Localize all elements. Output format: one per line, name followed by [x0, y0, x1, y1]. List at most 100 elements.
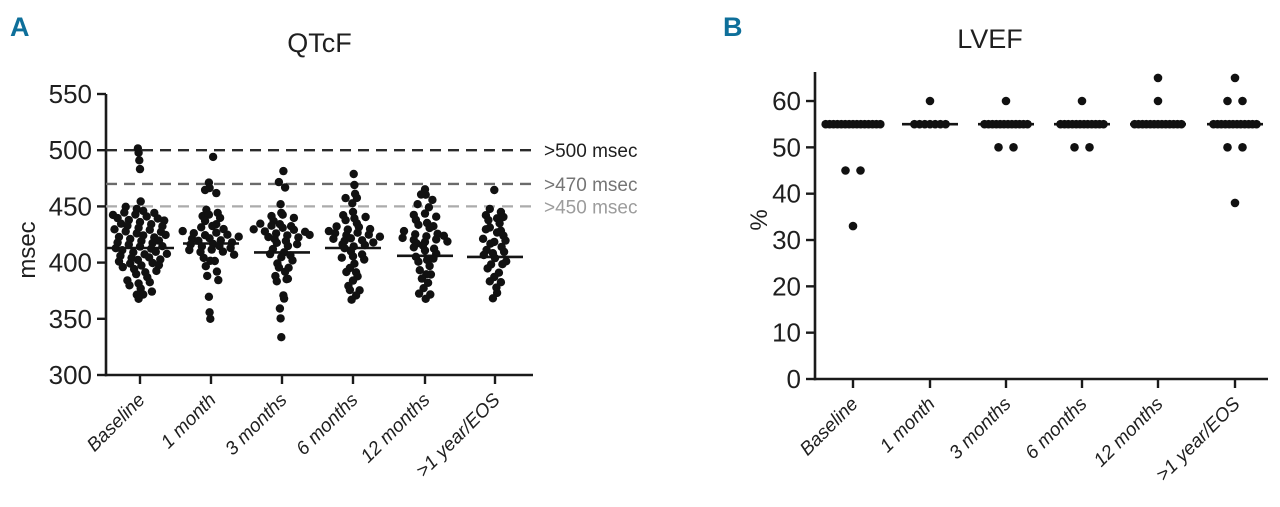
data-point — [124, 240, 133, 249]
data-point — [490, 185, 499, 195]
x-category-label: Baseline — [796, 394, 862, 460]
data-point — [249, 225, 258, 234]
data-point — [329, 234, 338, 243]
y-tick-label: 50 — [772, 132, 801, 162]
data-point — [414, 257, 423, 266]
data-point — [111, 244, 121, 253]
panel-b-letter: B — [723, 12, 743, 42]
data-point — [345, 285, 355, 295]
data-point — [134, 148, 143, 157]
data-point — [153, 214, 162, 223]
data-point — [212, 228, 221, 237]
data-point — [292, 240, 302, 249]
data-point — [185, 245, 194, 255]
data-point — [398, 233, 407, 243]
data-point — [348, 207, 358, 217]
data-point — [350, 180, 359, 190]
data-point — [1252, 119, 1261, 129]
data-point — [348, 199, 357, 208]
data-point — [501, 236, 510, 245]
data-point — [856, 166, 865, 175]
data-point — [925, 96, 935, 106]
data-point — [151, 247, 160, 256]
data-point — [294, 233, 303, 242]
data-point — [145, 278, 154, 287]
panel-b-y-axis-label: % — [746, 209, 773, 231]
data-point — [488, 294, 498, 303]
data-point — [486, 239, 495, 248]
data-point — [135, 156, 144, 165]
data-point — [134, 294, 143, 303]
data-point — [485, 277, 494, 286]
data-point — [223, 230, 232, 239]
data-point — [204, 210, 214, 219]
data-point — [121, 227, 130, 236]
y-tick-label: 30 — [772, 225, 801, 255]
data-point — [414, 220, 423, 229]
y-tick-label: 40 — [772, 179, 801, 209]
x-category-label: 1 month — [157, 390, 220, 453]
data-point — [279, 166, 288, 176]
data-point — [278, 223, 287, 232]
data-point — [443, 237, 452, 246]
data-point — [347, 295, 356, 304]
data-point — [346, 234, 356, 243]
data-point — [369, 238, 378, 247]
data-point — [364, 230, 373, 239]
data-point — [409, 243, 418, 252]
data-point — [1153, 96, 1163, 106]
data-point — [120, 208, 129, 217]
data-point — [256, 219, 265, 228]
data-point — [280, 183, 290, 192]
data-point — [208, 221, 217, 231]
data-point — [279, 294, 289, 303]
data-point — [414, 289, 424, 298]
threshold-label: >500 msec — [544, 141, 637, 162]
data-point — [208, 152, 218, 162]
data-point — [178, 226, 187, 236]
data-point — [200, 185, 210, 195]
data-point — [341, 193, 350, 203]
data-point — [283, 274, 293, 283]
y-tick-label: 20 — [772, 271, 801, 301]
y-tick-label: 500 — [49, 135, 92, 165]
data-point — [272, 238, 281, 247]
data-point — [234, 232, 243, 241]
data-point — [214, 275, 223, 285]
data-point — [116, 219, 126, 228]
data-point — [1001, 96, 1011, 106]
data-point — [429, 254, 438, 263]
data-point — [1177, 119, 1186, 129]
data-point — [1023, 119, 1032, 129]
data-point — [197, 223, 206, 232]
data-point — [479, 250, 488, 260]
data-point — [110, 225, 119, 234]
data-point — [288, 256, 297, 265]
data-point — [342, 267, 351, 277]
data-point — [375, 232, 385, 241]
y-tick-label: 550 — [49, 79, 92, 109]
panel-a-y-axis-label: msec — [14, 221, 41, 279]
data-point — [415, 266, 424, 275]
data-point — [212, 267, 222, 276]
data-point — [278, 210, 287, 219]
data-point — [265, 249, 275, 259]
data-point — [340, 244, 349, 253]
x-category-label: 12 months — [1090, 393, 1168, 471]
data-point — [417, 274, 427, 283]
data-point — [353, 228, 362, 237]
x-category-label: 6 months — [1021, 393, 1091, 463]
data-point — [145, 225, 154, 234]
data-point — [848, 221, 858, 231]
data-point — [876, 119, 885, 129]
data-point — [332, 222, 341, 231]
data-point — [218, 247, 228, 256]
data-point — [941, 119, 950, 129]
data-point — [152, 266, 161, 276]
data-point — [413, 200, 422, 209]
threshold-label: >450 msec — [544, 197, 637, 218]
data-point — [416, 190, 426, 199]
data-point — [135, 242, 145, 251]
x-category-label: 1 month — [876, 394, 939, 457]
